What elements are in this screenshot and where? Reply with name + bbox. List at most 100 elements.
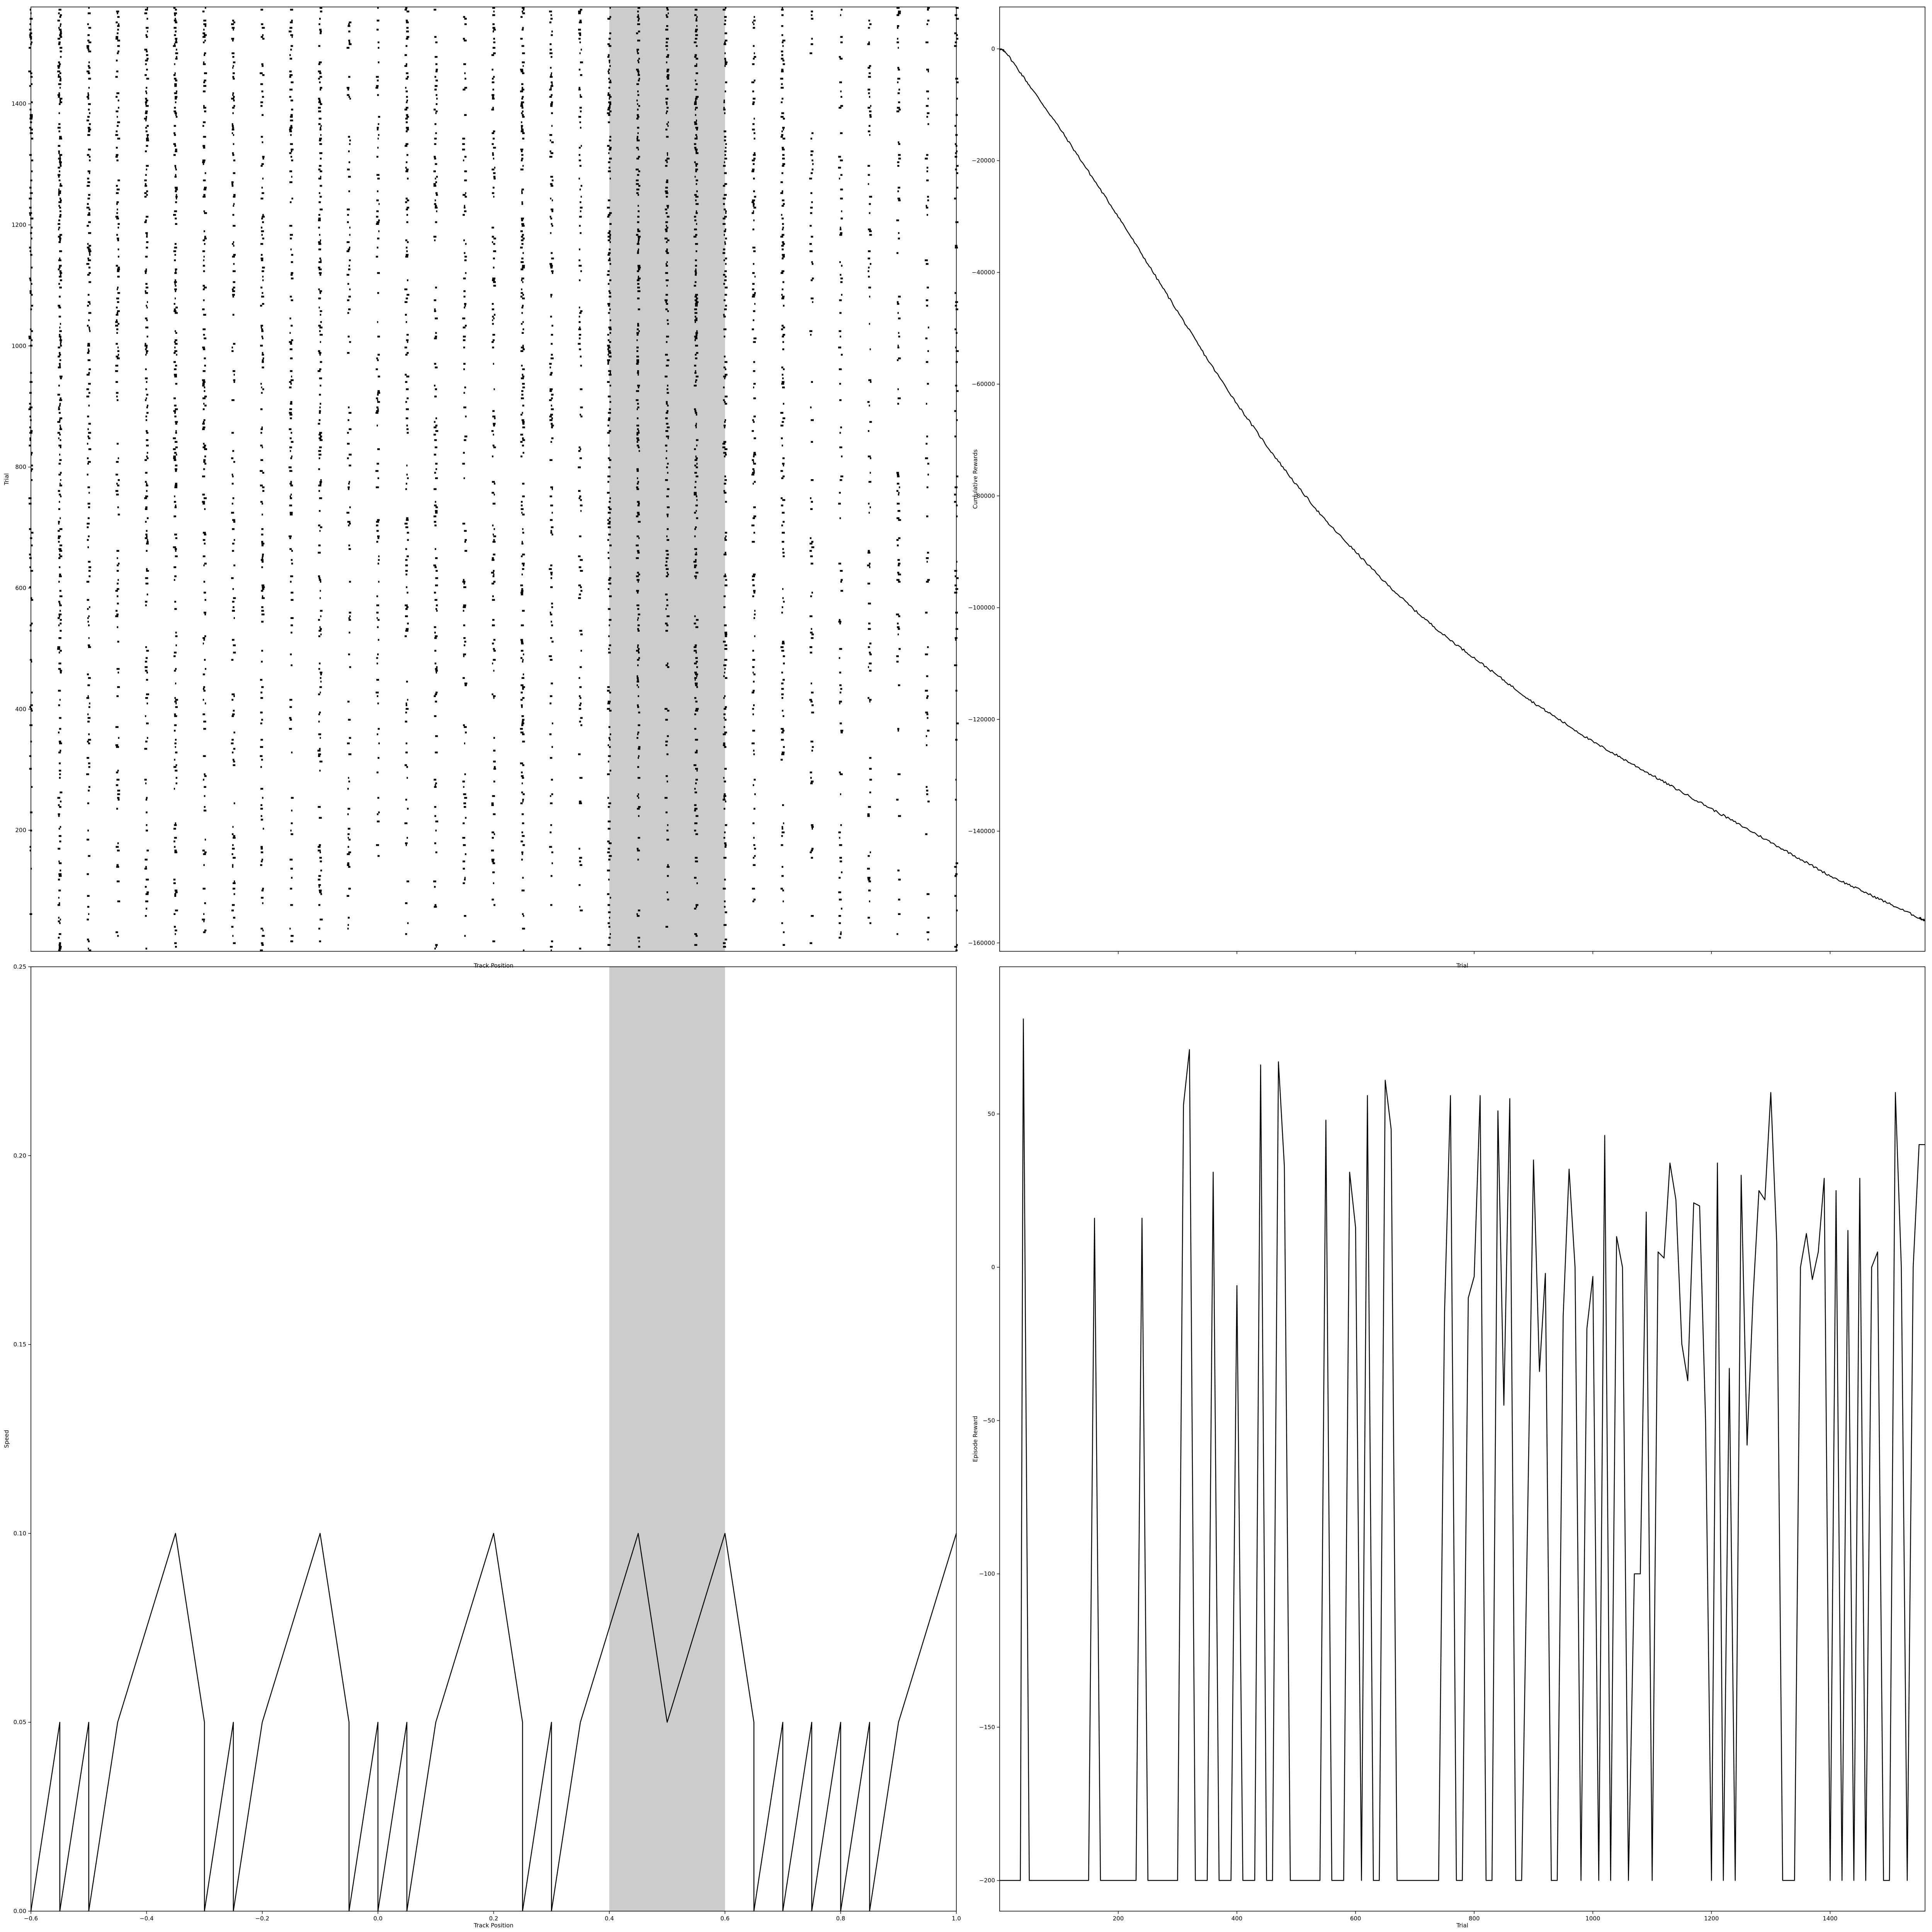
raster-spike — [289, 537, 291, 539]
raster-spike — [607, 425, 609, 427]
raster-spike — [348, 781, 350, 782]
raster-spike — [117, 357, 120, 359]
raster-spike — [520, 37, 523, 40]
raster-spike — [115, 370, 118, 372]
raster-spike — [173, 410, 176, 412]
raster-spike — [320, 32, 322, 34]
raster-spike — [695, 701, 698, 703]
raster-spike — [145, 103, 147, 105]
raster-spike — [724, 172, 727, 174]
raster-spike — [117, 301, 119, 303]
raster-spike — [607, 43, 610, 45]
raster-spike — [869, 110, 872, 112]
raster-spike — [579, 21, 582, 24]
raster-spike — [781, 612, 783, 614]
raster-spike — [463, 861, 465, 862]
raster-spike — [406, 207, 409, 209]
raster-spike — [607, 92, 609, 94]
raster-spike — [348, 296, 351, 298]
raster-spike — [607, 851, 610, 854]
raster-spike — [117, 99, 119, 102]
raster-spike — [667, 152, 668, 154]
raster-spike — [406, 99, 408, 102]
raster-spike — [868, 512, 870, 514]
raster-spike — [320, 672, 323, 673]
raster-spike — [580, 127, 582, 129]
raster-spike — [146, 797, 148, 799]
raster-spike — [289, 548, 292, 550]
raster-spike — [665, 564, 668, 566]
raster-spike — [608, 304, 610, 307]
raster-spike — [87, 34, 90, 36]
raster-spike — [694, 103, 697, 105]
raster-spike — [667, 410, 668, 412]
raster-spike — [781, 14, 784, 16]
raster-spike — [377, 272, 380, 274]
raster-spike — [144, 117, 147, 120]
raster-spike — [782, 254, 785, 256]
raster-spike — [144, 12, 147, 14]
raster-spike — [954, 435, 957, 437]
raster-spike — [578, 159, 581, 162]
raster-spike — [636, 32, 638, 34]
raster-spike — [59, 728, 61, 730]
raster-spike — [694, 364, 696, 367]
raster-spike — [753, 177, 755, 180]
raster-spike — [810, 537, 811, 539]
raster-spike — [406, 221, 408, 223]
raster-spike — [261, 942, 264, 944]
raster-spike — [117, 354, 119, 356]
raster-spike — [289, 706, 292, 708]
raster-spike — [694, 650, 697, 652]
raster-spike — [174, 697, 176, 699]
raster-spike — [204, 786, 206, 788]
raster-spike — [897, 161, 900, 163]
raster-spike — [88, 130, 90, 133]
raster-spike — [810, 595, 812, 597]
raster-spike — [175, 430, 177, 432]
raster-spike — [260, 788, 264, 790]
raster-spike — [522, 661, 524, 663]
raster-spike — [60, 826, 61, 828]
raster-spike — [87, 96, 89, 98]
raster-spike — [174, 452, 177, 454]
raster-spike — [550, 294, 553, 296]
raster-spike — [349, 522, 351, 525]
raster-spike — [175, 223, 177, 225]
speed-line — [30, 1533, 957, 1912]
raster-spike — [694, 41, 697, 43]
raster-spike — [434, 650, 437, 652]
raster-spike — [145, 508, 148, 510]
raster-spike — [812, 277, 814, 279]
raster-spike — [117, 506, 119, 509]
raster-spike — [637, 514, 640, 515]
raster-spike — [694, 123, 697, 125]
raster-spike — [405, 87, 406, 89]
raster-spike — [897, 388, 899, 390]
raster-spike — [839, 844, 842, 846]
raster-spike — [175, 190, 177, 192]
raster-spike — [522, 304, 524, 307]
raster-spike — [782, 327, 785, 328]
raster-spike — [88, 637, 90, 639]
raster-spike — [638, 777, 641, 779]
raster-spike — [665, 608, 667, 610]
raster-spike — [578, 29, 581, 31]
raster-spike — [638, 210, 640, 213]
raster-spike — [724, 573, 726, 576]
raster-spike — [117, 52, 119, 54]
speed-x-tick-label: 0.2 — [489, 1915, 498, 1922]
raster-spike — [751, 170, 754, 172]
raster-spike — [868, 666, 869, 668]
raster-spike — [608, 412, 611, 414]
raster-spike — [318, 267, 320, 269]
raster-spike — [781, 875, 784, 877]
raster-spike — [897, 559, 900, 561]
raster-spike — [551, 746, 553, 748]
raster-spike — [291, 563, 293, 565]
raster-spike — [291, 550, 293, 552]
raster-spike — [694, 312, 697, 314]
raster-spike — [289, 54, 291, 56]
raster-spike — [665, 568, 669, 570]
raster-spike — [782, 381, 785, 383]
